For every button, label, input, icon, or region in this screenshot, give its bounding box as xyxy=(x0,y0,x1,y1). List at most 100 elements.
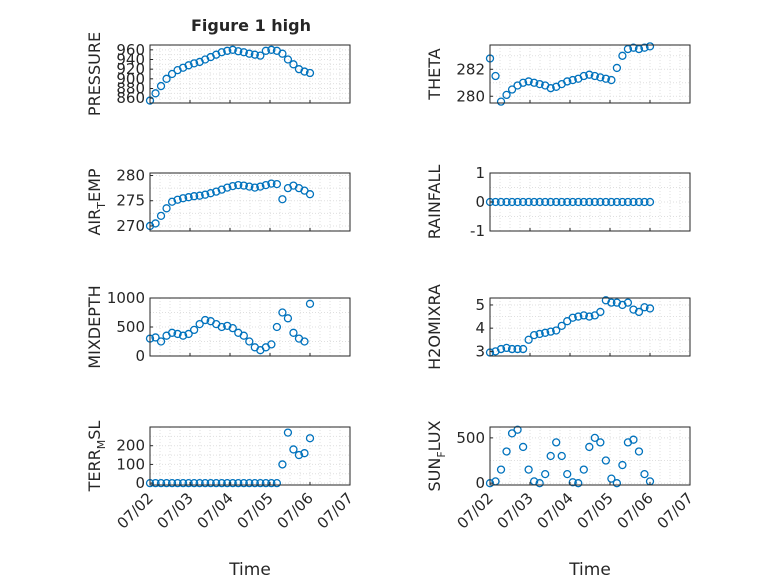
data-point xyxy=(250,50,259,59)
y-tick-label: 1000 xyxy=(107,289,145,307)
y-axis-label: TERRMSL xyxy=(85,421,108,493)
data-point xyxy=(563,469,572,479)
data-point xyxy=(535,197,544,207)
data-point xyxy=(524,465,533,474)
data-point xyxy=(261,180,271,190)
data-point xyxy=(634,447,644,456)
data-point xyxy=(568,197,577,207)
data-point xyxy=(590,71,599,81)
data-point xyxy=(300,449,309,458)
data-point xyxy=(502,447,511,456)
data-point xyxy=(546,451,555,461)
x-tick-label: 07/03 xyxy=(494,489,537,532)
y-axis-label: MIXDEPTH xyxy=(85,285,104,368)
data-point xyxy=(557,197,566,207)
data-point xyxy=(546,84,555,93)
data-point xyxy=(195,191,204,200)
data-point xyxy=(640,303,649,312)
data-point xyxy=(491,71,500,81)
data-point xyxy=(234,47,243,56)
data-point xyxy=(601,456,611,465)
data-point xyxy=(283,428,293,437)
data-point xyxy=(261,46,271,55)
data-point xyxy=(502,343,511,353)
y-axis-label-part: M xyxy=(95,440,108,450)
data-point xyxy=(178,194,188,203)
data-point xyxy=(239,331,248,340)
data-point xyxy=(234,180,243,190)
data-point xyxy=(267,478,276,488)
y-tick-label: 0 xyxy=(475,193,485,211)
axes-box xyxy=(489,297,691,357)
data-point xyxy=(634,44,644,54)
x-tick-label: 07/04 xyxy=(534,489,577,532)
data-point xyxy=(283,314,293,323)
y-axis-label: H2OMIXRA xyxy=(425,284,444,370)
data-point xyxy=(552,438,561,447)
data-point xyxy=(607,75,616,85)
data-point xyxy=(557,321,566,330)
data-point xyxy=(563,77,572,86)
data-point xyxy=(535,329,544,339)
data-point xyxy=(496,97,506,106)
data-point xyxy=(535,79,544,89)
data-point xyxy=(173,195,182,204)
data-point xyxy=(245,182,254,191)
data-point xyxy=(189,192,199,201)
data-point xyxy=(256,51,265,60)
y-tick-label: 270 xyxy=(116,217,145,235)
data-point xyxy=(223,46,232,55)
data-point xyxy=(552,197,561,207)
data-point xyxy=(518,197,528,207)
data-point xyxy=(162,204,171,213)
data-point xyxy=(502,197,511,207)
data-point xyxy=(167,478,177,488)
data-point xyxy=(278,308,287,317)
data-point xyxy=(645,197,655,207)
data-point xyxy=(634,307,644,317)
data-point xyxy=(305,434,315,443)
x-tick-label: 07/03 xyxy=(154,489,197,532)
data-point xyxy=(601,197,611,207)
y-tick-label: 280 xyxy=(456,87,485,105)
data-point xyxy=(518,344,528,354)
y-axis-label: THETA xyxy=(425,48,444,100)
data-point xyxy=(579,197,588,207)
data-point xyxy=(245,478,254,488)
data-point xyxy=(178,478,188,488)
data-point xyxy=(261,478,271,488)
x-tick-label: 07/07 xyxy=(314,489,357,532)
data-point xyxy=(563,197,572,207)
data-point xyxy=(629,435,638,444)
data-point xyxy=(618,460,627,470)
data-point xyxy=(623,298,633,307)
data-point xyxy=(228,324,237,333)
data-point xyxy=(546,327,555,336)
data-point xyxy=(305,68,315,78)
y-axis-label-part: AIR xyxy=(85,209,104,236)
data-point xyxy=(217,322,226,332)
y-axis-label-part: EMP xyxy=(85,168,104,202)
data-point xyxy=(256,182,265,191)
data-point xyxy=(612,63,622,73)
data-point xyxy=(596,197,605,207)
subplot-air-temp: 270 275 280 AIRTEMP xyxy=(85,167,351,236)
data-point xyxy=(289,328,298,337)
data-point xyxy=(623,44,633,54)
data-point xyxy=(217,48,226,57)
data-point xyxy=(278,195,287,204)
data-point xyxy=(612,197,622,207)
data-point xyxy=(585,442,594,452)
x-tick-label: 07/07 xyxy=(654,489,697,532)
data-point xyxy=(151,219,160,228)
data-point xyxy=(612,479,622,488)
data-point xyxy=(513,425,522,434)
data-point xyxy=(206,189,215,198)
data-point xyxy=(151,333,160,342)
data-point xyxy=(496,465,506,474)
data-point xyxy=(173,329,182,339)
data-point xyxy=(167,328,177,337)
y-axis-label-part: TERR xyxy=(85,449,104,492)
